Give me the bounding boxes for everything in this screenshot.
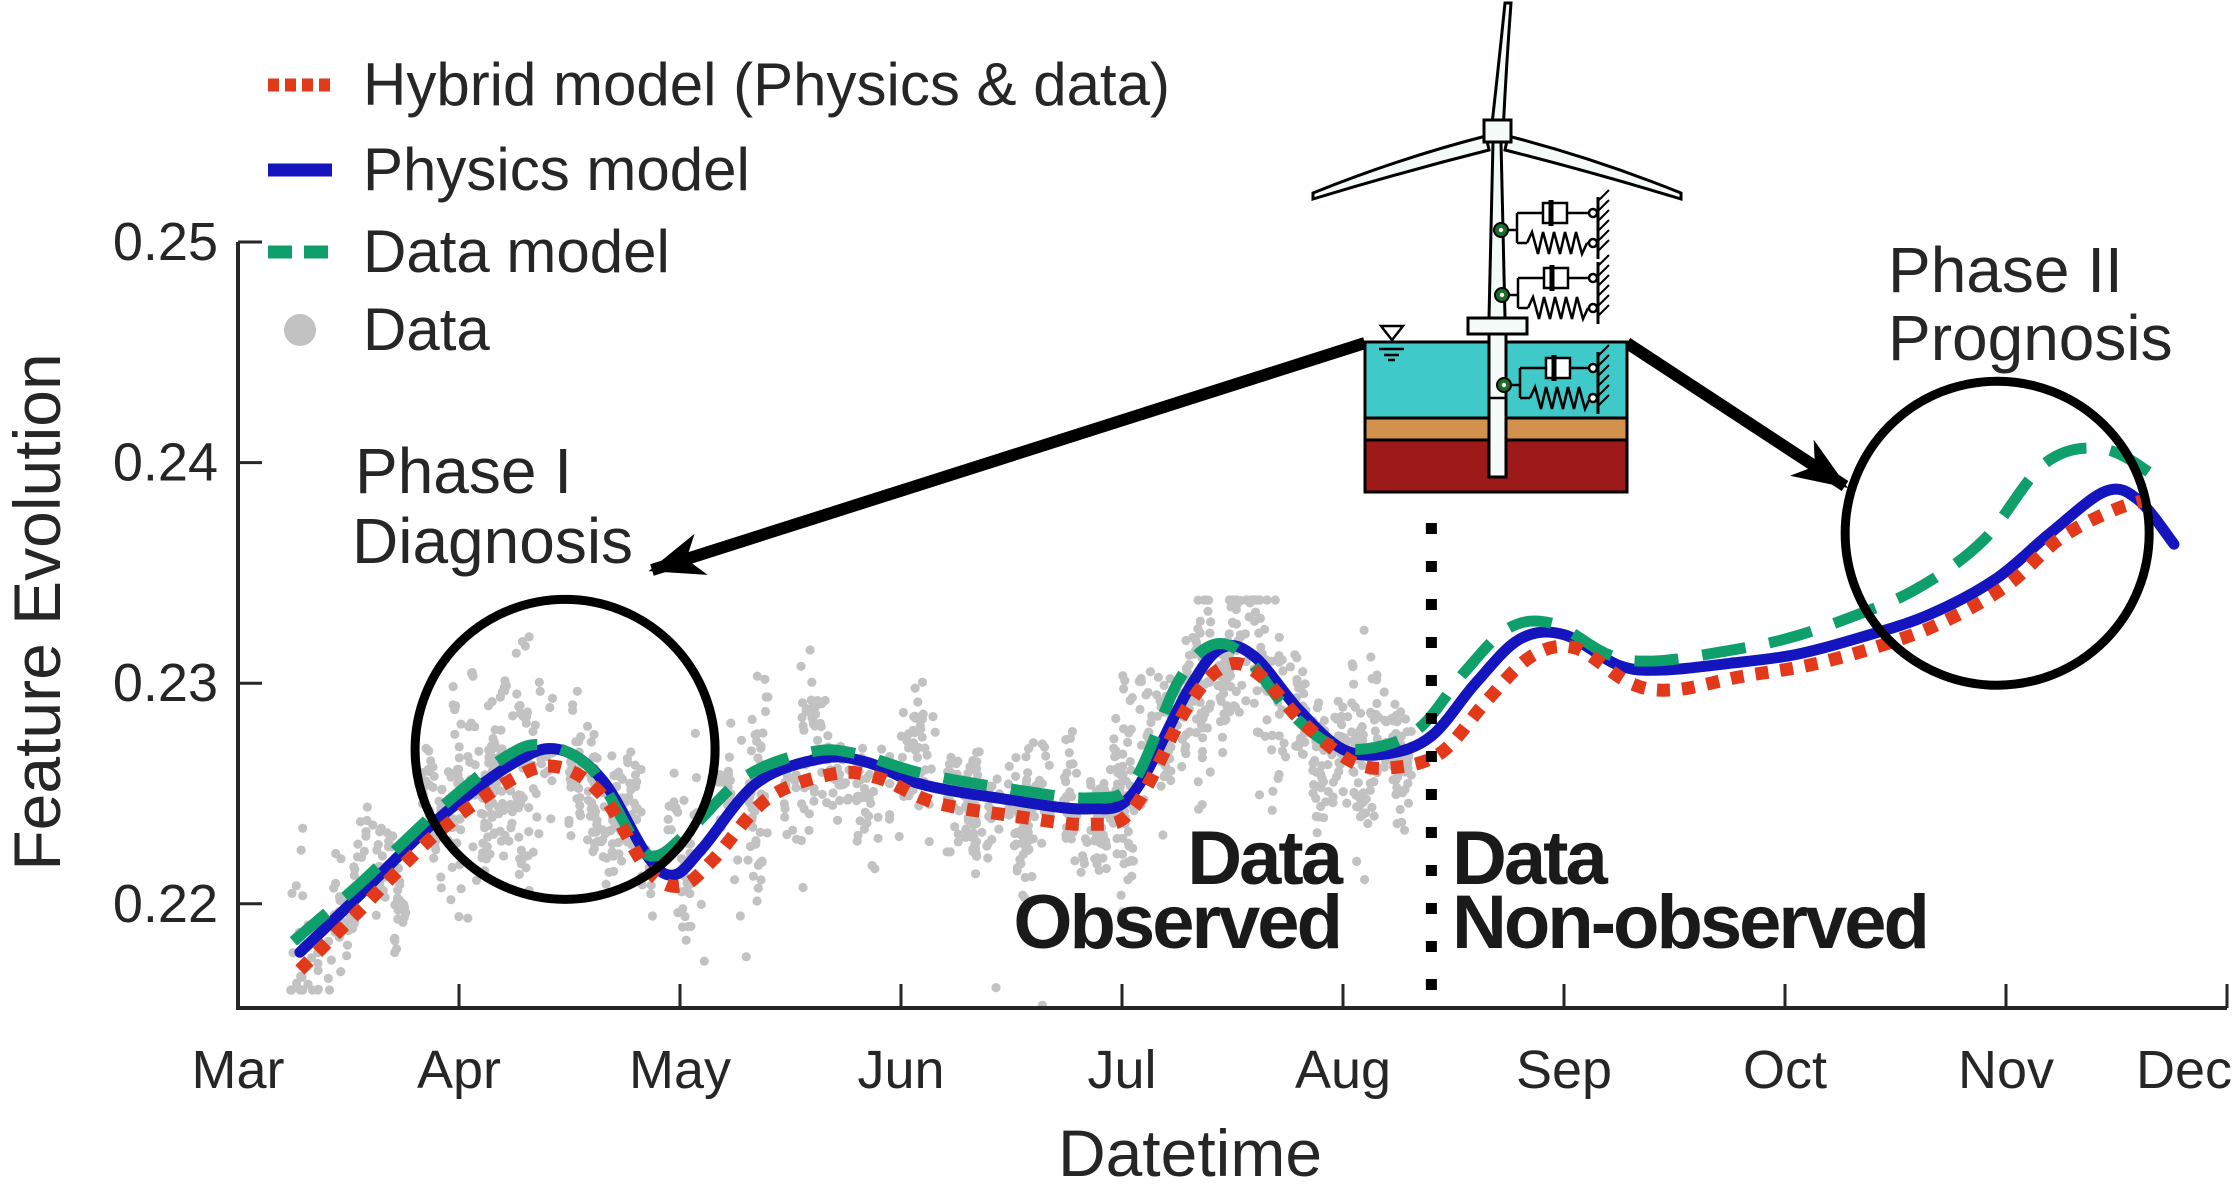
svg-text:0.25: 0.25 [113, 212, 218, 272]
turbine-blade-left [1311, 134, 1491, 202]
turbine-blade-up [1489, 1, 1513, 135]
nonobserved-label-line1: Data [1452, 816, 1608, 901]
observed-label-line2: Observed [1013, 880, 1340, 965]
model-curves [289, 442, 2180, 975]
water-level-icon [1378, 324, 1406, 362]
x-axis-title: Datetime [1058, 1116, 1322, 1188]
svg-text:0.23: 0.23 [113, 653, 218, 713]
svg-text:Mar: Mar [192, 1040, 285, 1100]
turbine-flange [1466, 316, 1529, 336]
phase1-label-line2: Diagnosis [352, 505, 633, 577]
phase2-label-line1: Phase II [1888, 234, 2123, 306]
legend-label-data-model: Data model [363, 218, 670, 285]
svg-text:Jun: Jun [857, 1040, 944, 1100]
phase2-arrow [1623, 337, 1849, 492]
legend-label-data: Data [363, 296, 490, 363]
svg-text:Aug: Aug [1295, 1040, 1391, 1100]
turbine-monopile [1487, 332, 1508, 479]
phase1-circle [410, 594, 720, 904]
svg-text:Oct: Oct [1743, 1040, 1827, 1100]
y-axis-ticks: 0.25 0.24 0.23 0.22 [113, 212, 262, 934]
observed-label-line1: Data [1187, 816, 1343, 901]
x-axis-ticks: Mar Apr May Jun Jul Aug Sep Oct Nov Dec [192, 984, 2232, 1100]
svg-text:Nov: Nov [1958, 1040, 2054, 1100]
svg-text:May: May [629, 1040, 731, 1100]
phase1-arrow [648, 337, 1367, 576]
legend: Hybrid model (Physics & data) Physics mo… [268, 51, 1170, 363]
legend-swatch-data-dot [284, 314, 316, 346]
phase2-label-line2: Prognosis [1888, 302, 2173, 374]
wind-turbine-illustration [1311, 1, 1683, 494]
phase2-circle [1840, 376, 2154, 690]
spring-damper-units [1493, 189, 1610, 414]
svg-text:0.24: 0.24 [113, 433, 218, 493]
phase1-label-line1: Phase I [355, 435, 572, 507]
nonobserved-label-line2: Non-observed [1452, 880, 1927, 965]
turbine-nacelle [1482, 118, 1513, 144]
svg-text:0.22: 0.22 [113, 874, 218, 934]
turbine-blade-right [1503, 134, 1683, 202]
svg-text:Jul: Jul [1087, 1040, 1156, 1100]
y-axis-title: Feature Evolution [0, 353, 74, 870]
svg-text:Sep: Sep [1516, 1040, 1612, 1100]
legend-label-hybrid: Hybrid model (Physics & data) [363, 51, 1170, 118]
svg-text:Apr: Apr [417, 1040, 501, 1100]
svg-text:Dec: Dec [2136, 1040, 2232, 1100]
legend-label-physics: Physics model [363, 136, 750, 203]
